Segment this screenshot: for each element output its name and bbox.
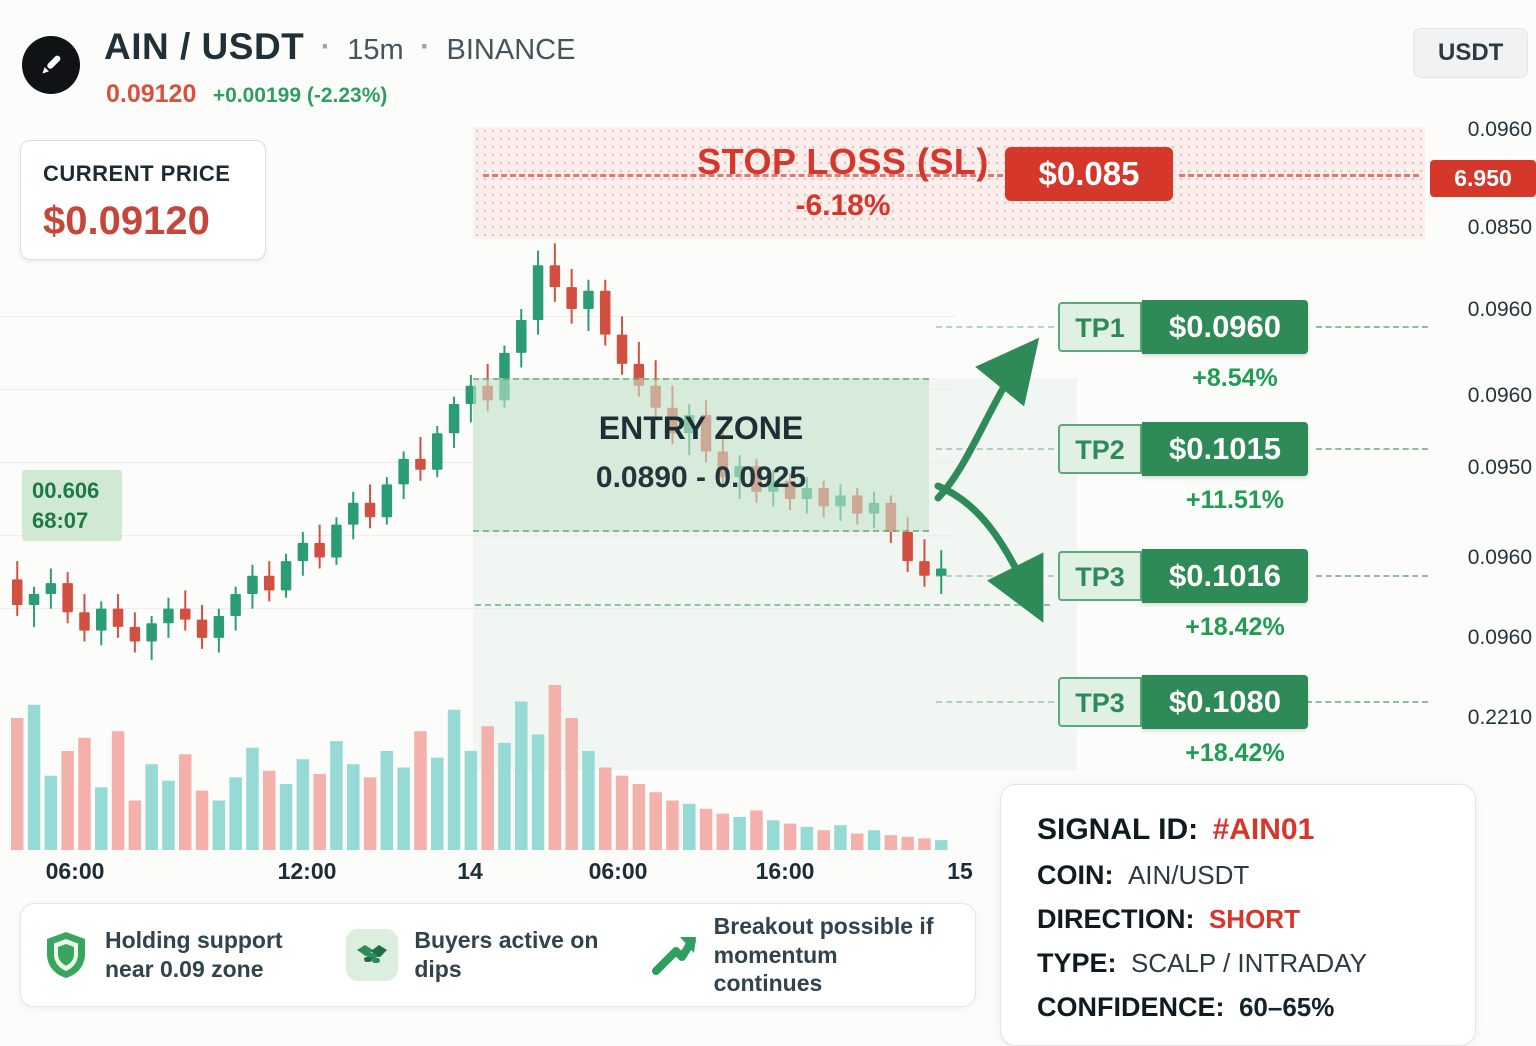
tp-percent: +11.51%	[1185, 486, 1284, 514]
tp-dashed-line	[1316, 575, 1428, 577]
stop-loss-text: STOP LOSS (SL) -6.18%	[563, 141, 1123, 223]
tp-percent: +18.42%	[1185, 739, 1285, 767]
chart-title: AIN / USDT · 15m · BINANCE	[104, 26, 575, 68]
axis-crosshair-badge: 00.606 68:07	[22, 470, 122, 542]
take-profit-row: TP3 $0.1016 +18.42%	[1058, 549, 1328, 642]
entry-zone-title: ENTRY ZONE	[598, 410, 804, 446]
tp-label: TP2	[1058, 424, 1142, 474]
current-price-value: $0.09120	[43, 199, 210, 243]
tp-price: $0.1016	[1142, 549, 1308, 603]
stop-loss-dashed-line	[1179, 174, 1419, 177]
confidence-label: CONFIDENCE:	[1037, 992, 1225, 1022]
handshake-glyph	[357, 945, 388, 963]
quote-currency-badge[interactable]: USDT	[1413, 28, 1529, 78]
tp-percent: +18.42%	[1185, 613, 1285, 641]
tp-dashed-line	[936, 326, 1054, 328]
stop-loss-dashed-line	[483, 174, 1003, 177]
take-profit-row: TP1 $0.0960 +8.54%	[1058, 300, 1328, 393]
header-price-row: 0.09120 +0.00199 (-2.23%)	[106, 80, 387, 109]
take-profit-row: TP3 $0.1080 +18.42%	[1058, 675, 1328, 768]
note-text: Holding support near 0.09 zone	[105, 927, 283, 982]
y-axis-label: 0.0850	[1467, 216, 1532, 239]
stop-loss-title: STOP LOSS (SL)	[697, 141, 989, 182]
stop-loss-percent: -6.18%	[795, 189, 891, 222]
stop-loss-zone: STOP LOSS (SL) -6.18% $0.085	[473, 127, 1425, 239]
shield-icon	[47, 932, 85, 978]
note-breakout: Breakout possible if momentum continues	[650, 912, 953, 998]
note-holding-support: Holding support near 0.09 zone	[43, 926, 346, 984]
type-row: TYPE: SCALP / INTRADAY	[1037, 948, 1439, 979]
confidence-row: CONFIDENCE: 60–65%	[1037, 992, 1439, 1023]
take-profit-row: TP2 $0.1015 +11.51%	[1058, 422, 1328, 515]
price-change: +0.00199 (-2.23%)	[212, 84, 388, 107]
y-axis-label: 0.0960	[1467, 546, 1532, 569]
title-separator: ·	[420, 30, 431, 63]
y-axis-label: 0.0960	[1467, 384, 1532, 407]
coin-row: COIN: AIN/USDT	[1037, 860, 1439, 891]
arrow-up-right-icon	[651, 937, 696, 975]
tp-percent: +8.54%	[1192, 364, 1278, 392]
note-text: Buyers active on dips	[414, 927, 599, 982]
tp-dashed-line	[936, 448, 1054, 450]
entry-zone-range: 0.0890 - 0.0925	[595, 461, 807, 494]
x-axis-label: 15	[947, 858, 973, 884]
direction-label: DIRECTION:	[1037, 904, 1195, 934]
x-axis-label: 06:00	[45, 858, 105, 884]
crosshair-price: 00.606	[32, 478, 100, 503]
x-axis-label: 12:00	[277, 858, 337, 884]
title-separator: ·	[320, 30, 331, 63]
type-value: SCALP / INTRADAY	[1130, 948, 1367, 978]
tp-dashed-line	[1316, 326, 1428, 328]
tp-dashed-line	[1306, 701, 1428, 703]
y-axis-label: 0.0960	[1467, 118, 1532, 141]
signal-card: SIGNAL ID: #AIN01 COIN: AIN/USDT DIRECTI…	[1000, 784, 1476, 1046]
tp-dashed-line	[936, 701, 1054, 703]
entry-zone: ENTRY ZONE 0.0890 - 0.0925	[473, 378, 929, 532]
tp-dashed-line	[936, 575, 1054, 577]
tp-label: TP3	[1058, 551, 1142, 601]
tp-dashed-line	[1316, 448, 1428, 450]
tp-price: $0.1015	[1142, 422, 1308, 476]
y-axis-label: 0.0960	[1467, 298, 1532, 321]
signal-id-label: SIGNAL ID:	[1037, 813, 1199, 846]
confidence-value: 60–65%	[1238, 992, 1335, 1022]
note-text: Breakout possible if momentum continues	[713, 912, 934, 997]
stop-loss-price-badge: $0.085	[1005, 147, 1173, 201]
pair-title: AIN / USDT	[104, 26, 305, 67]
direction-row: DIRECTION: SHORT	[1037, 904, 1439, 935]
y-axis-label: 0.0960	[1467, 626, 1532, 649]
stop-loss-axis-badge: 6.950	[1430, 160, 1536, 197]
x-axis-label: 06:00	[588, 858, 648, 884]
brand-logo	[22, 36, 80, 94]
note-buyers-active: Buyers active on dips	[346, 926, 649, 984]
y-axis-label: 0.2210	[1467, 706, 1532, 729]
crosshair-time: 68:07	[32, 507, 89, 533]
exchange-label: BINANCE	[446, 34, 576, 66]
tp-price: $0.1080	[1142, 675, 1308, 729]
handshake-icon	[346, 929, 399, 981]
tp-price: $0.0960	[1142, 300, 1308, 354]
current-price-card: CURRENT PRICE $0.09120	[20, 140, 266, 260]
support-dashed-line	[475, 604, 1050, 606]
coin-value: AIN/USDT	[1127, 860, 1250, 890]
timeframe-label: 15m	[347, 34, 404, 66]
direction-value: SHORT	[1208, 904, 1300, 934]
type-label: TYPE:	[1037, 948, 1117, 978]
x-axis-label: 14	[457, 858, 483, 884]
tp-label: TP1	[1058, 302, 1142, 352]
pen-icon	[42, 55, 61, 74]
y-axis-label: 0.0950	[1467, 456, 1532, 479]
signal-id-row: SIGNAL ID: #AIN01	[1037, 813, 1439, 847]
coin-label: COIN:	[1037, 860, 1114, 890]
notes-bar: Holding support near 0.09 zone Buyers ac…	[20, 903, 976, 1007]
signal-id-value: #AIN01	[1212, 813, 1315, 846]
current-price-label: CURRENT PRICE	[43, 161, 231, 186]
tp-label: TP3	[1058, 677, 1142, 727]
last-price: 0.09120	[106, 80, 197, 108]
x-axis-label: 16:00	[755, 858, 815, 884]
